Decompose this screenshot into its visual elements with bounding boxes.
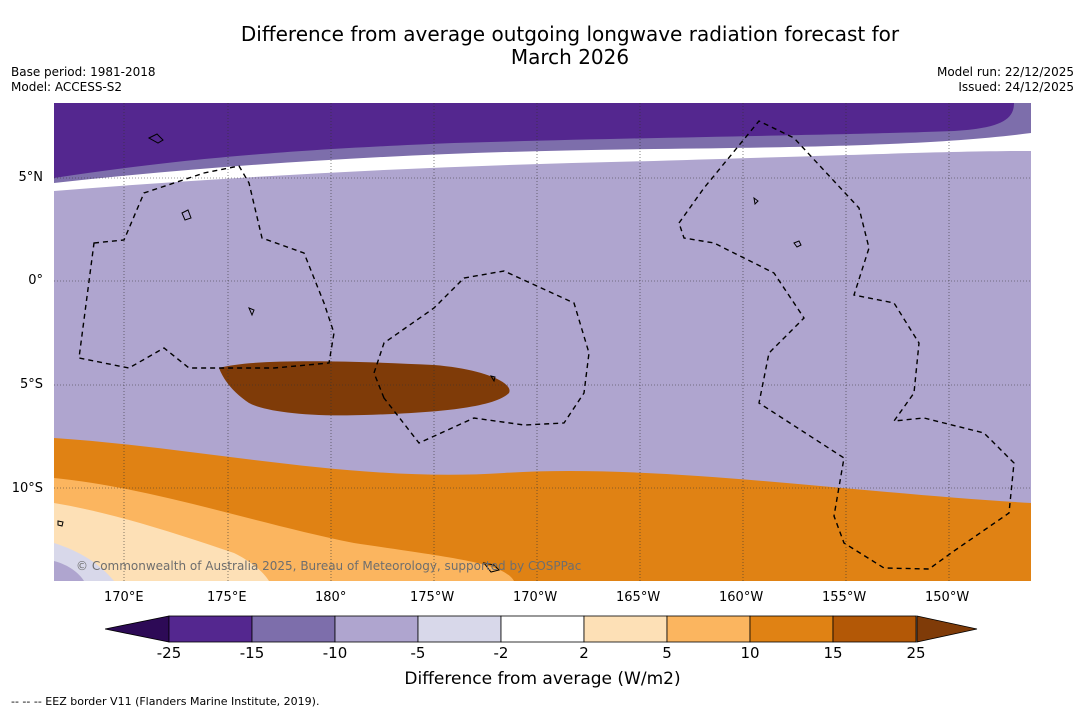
graticule: [54, 103, 1031, 581]
lat-label-0: 0°: [28, 273, 43, 288]
base-period: Base period: 1981-2018: [11, 65, 156, 79]
lon-label-175w: 175°W: [410, 590, 455, 605]
band-neg10-lower: [54, 561, 84, 581]
colorbar-arrow-low: [105, 615, 170, 643]
colorbar-segment: [334, 615, 419, 643]
eez-borders: [78, 120, 1015, 570]
colorbar-segment: [417, 615, 502, 643]
lon-label-180: 180°: [315, 590, 347, 605]
cb-tick-2: 2: [579, 644, 589, 662]
cb-tick-5: 5: [662, 644, 672, 662]
map-title-line2: March 2026: [510, 45, 630, 69]
lat-label-5n: 5°N: [18, 170, 44, 185]
lon-label-170w: 170°W: [513, 590, 558, 605]
olr-anomaly-map: © Commonwealth of Australia 2025, Bureau…: [54, 103, 1031, 581]
issued-date: Issued: 24/12/2025: [958, 80, 1074, 94]
lon-label-165w: 165°W: [616, 590, 661, 605]
band-over-25: [219, 361, 510, 416]
colorbar: [105, 615, 978, 643]
colorbar-label: Difference from average (W/m2): [404, 669, 681, 689]
colorbar-arrow-high: [916, 615, 978, 643]
band-2-5-lower: [54, 503, 269, 581]
lon-label-155w: 155°W: [822, 590, 867, 605]
colorbar-segment: [251, 615, 336, 643]
colorbar-segment: [500, 615, 585, 643]
lon-label-175e: 175°E: [207, 590, 247, 605]
lon-label-150w: 150°W: [925, 590, 970, 605]
colorbar-segment: [749, 615, 834, 643]
cb-tick-neg10: -10: [322, 644, 348, 662]
cb-tick-25: 25: [906, 644, 926, 662]
eez-legend-note: -- -- -- EEZ border V11 (Flanders Marine…: [11, 695, 320, 708]
map-title-line1: Difference from average outgoing longwav…: [240, 22, 900, 46]
cb-tick-neg5: -5: [410, 644, 426, 662]
model-run: Model run: 22/12/2025: [936, 65, 1074, 79]
cb-tick-neg2: -2: [493, 644, 509, 662]
copyright-credit: © Commonwealth of Australia 2025, Bureau…: [76, 559, 581, 573]
lon-label-160w: 160°W: [719, 590, 764, 605]
model-name: Model: ACCESS-S2: [11, 80, 123, 94]
colorbar-segment: [168, 615, 253, 643]
cb-tick-15: 15: [823, 644, 843, 662]
cb-tick-neg25: -25: [156, 644, 182, 662]
cb-tick-neg15: -15: [239, 644, 265, 662]
island-outlines: [57, 133, 802, 573]
colorbar-segment: [666, 615, 751, 643]
cb-tick-10: 10: [740, 644, 760, 662]
band-neg25-neg15: [54, 103, 1014, 178]
lat-label-5s: 5°S: [19, 377, 43, 392]
colorbar-segment: [583, 615, 668, 643]
colorbar-segment: [832, 615, 917, 643]
lon-label-170e: 170°E: [104, 590, 144, 605]
lat-label-10s: 10°S: [11, 481, 43, 496]
